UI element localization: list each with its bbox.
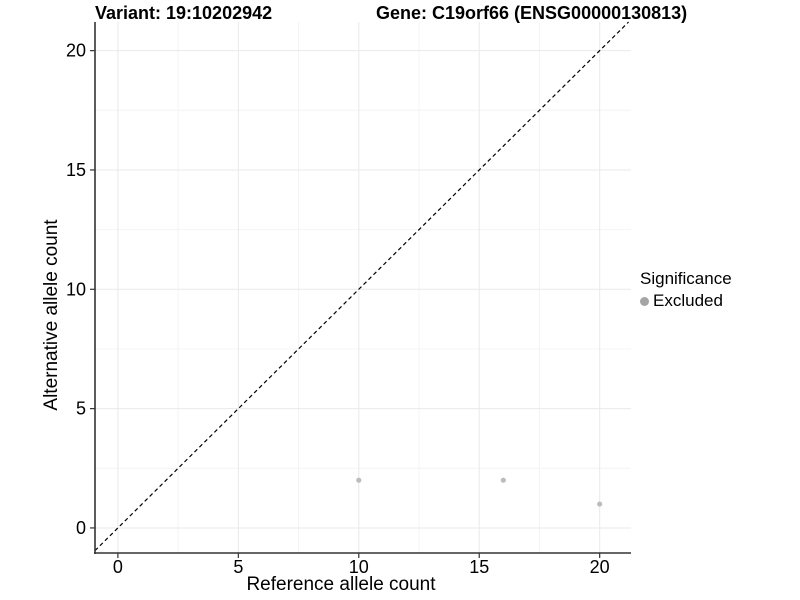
y-axis-tick-label: 20 — [66, 41, 86, 61]
legend: Significance Excluded — [640, 269, 732, 311]
data-point — [597, 501, 603, 507]
y-axis-tick-label: 0 — [76, 518, 86, 538]
data-point — [356, 477, 362, 483]
x-axis-tick-label: 15 — [469, 557, 489, 577]
x-axis-tick-label: 20 — [590, 557, 610, 577]
x-axis-title: Reference allele count — [246, 574, 436, 595]
y-axis-tick-label: 5 — [76, 399, 86, 419]
legend-title: Significance — [640, 269, 732, 288]
x-axis-tick-label: 5 — [233, 557, 243, 577]
x-axis-tick-label: 10 — [349, 557, 369, 577]
y-axis-title: Alternative allele count — [41, 219, 62, 411]
data-point — [500, 477, 506, 483]
excluded-point-icon — [640, 296, 649, 306]
y-axis-tick-label: 10 — [66, 279, 86, 299]
x-axis-tick-label: 0 — [113, 557, 123, 577]
gene-title: Gene: C19orf66 (ENSG00000130813) — [376, 3, 688, 23]
variant-title: Variant: 19:10202942 — [95, 3, 273, 23]
y-axis-tick-label: 15 — [66, 160, 86, 180]
identity-dashed-line — [94, 21, 630, 552]
legend-item-excluded: Excluded — [640, 291, 732, 311]
legend-item-label: Excluded — [653, 291, 723, 310]
